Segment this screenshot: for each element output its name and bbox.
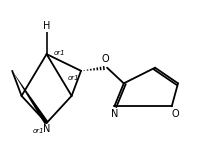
- Text: O: O: [171, 109, 179, 119]
- Text: H: H: [43, 21, 50, 31]
- Text: N: N: [111, 109, 118, 119]
- Text: O: O: [101, 54, 109, 64]
- Text: or1: or1: [67, 75, 79, 81]
- Polygon shape: [12, 71, 49, 124]
- Text: or1: or1: [54, 50, 66, 56]
- Text: or1: or1: [33, 128, 45, 134]
- Text: N: N: [43, 124, 50, 134]
